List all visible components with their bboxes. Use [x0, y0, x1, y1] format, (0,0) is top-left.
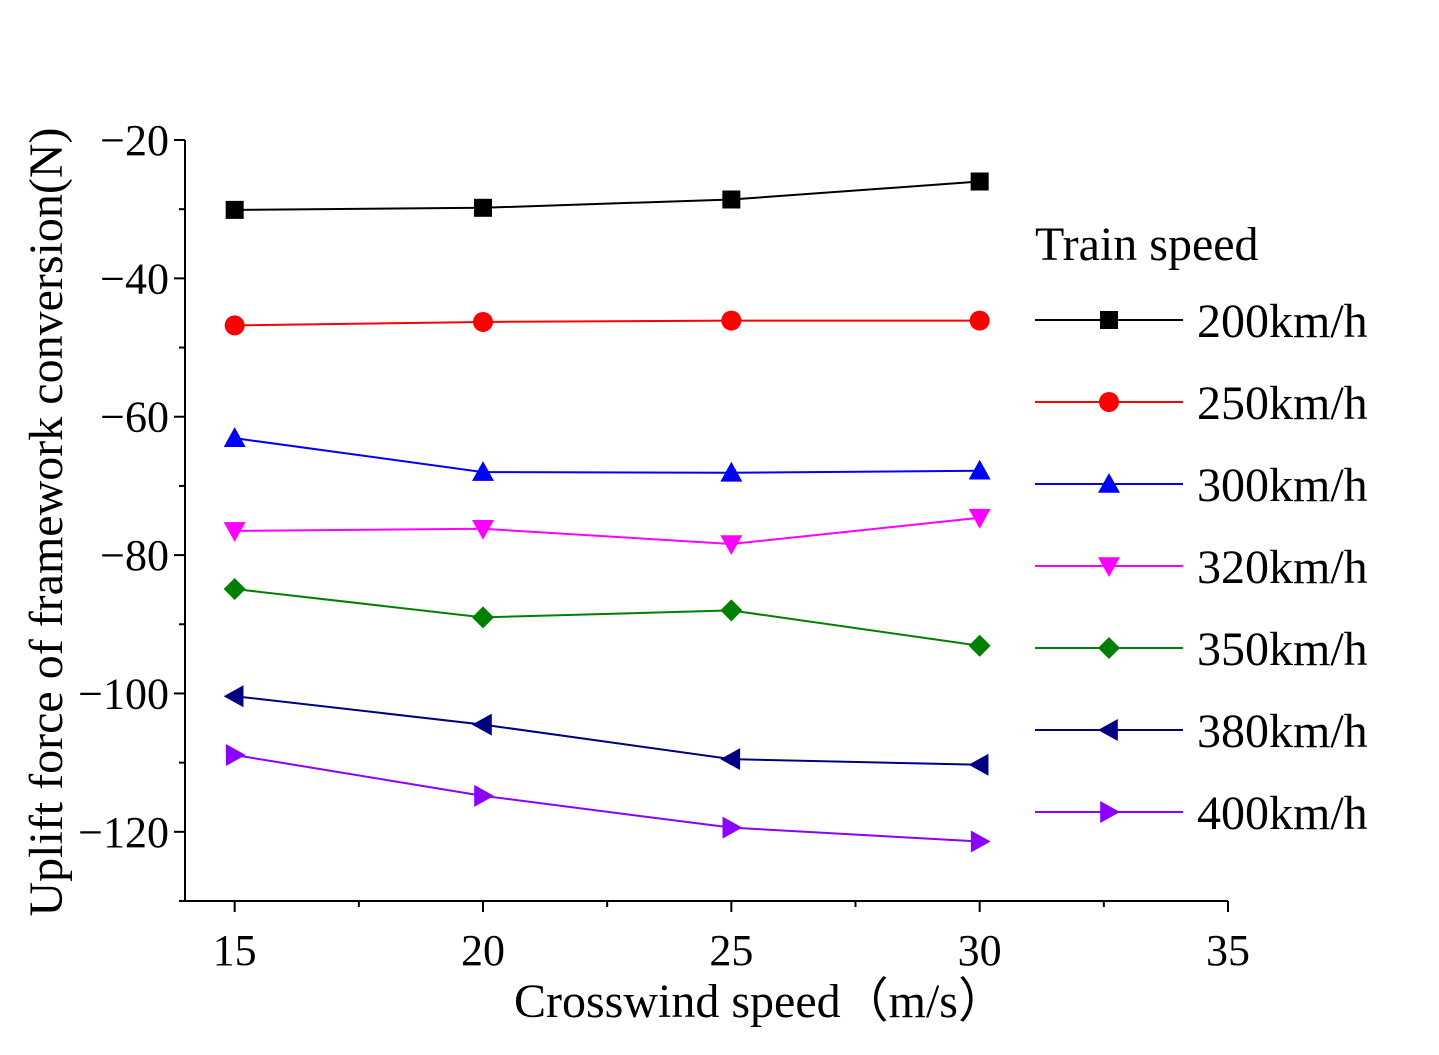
y-tick-label: −20 — [100, 116, 169, 165]
data-point — [968, 508, 991, 529]
series-200km-h — [225, 172, 989, 219]
data-point — [223, 522, 246, 542]
legend-item: 300km/h — [1035, 459, 1368, 512]
legend-item: 200km/h — [1035, 295, 1368, 348]
series-line — [234, 516, 980, 546]
series-320km-h — [223, 508, 991, 556]
y-tick-label: −80 — [100, 531, 169, 580]
x-tick-label: 25 — [709, 926, 753, 975]
y-axis-title: Uplift force of framework conversion(N) — [20, 127, 73, 916]
series-line — [234, 587, 980, 647]
legend-marker — [1098, 637, 1120, 659]
y-ticks: −20 −40 −60 −80 −100 −120 — [78, 116, 185, 902]
series-layer — [223, 172, 991, 853]
series-line — [234, 180, 980, 211]
legend-label: 300km/h — [1197, 459, 1368, 512]
x-axis-title: Crosswind speed（m/s） — [514, 975, 1006, 1028]
data-point — [472, 461, 494, 481]
legend-marker — [1100, 801, 1120, 823]
series-400km-h — [225, 744, 991, 853]
legend: Train speed 200km/h 250km/h 300km/h 320km/h… — [1035, 218, 1368, 840]
y-tick-label: −60 — [100, 393, 169, 442]
data-point — [721, 310, 742, 331]
data-point — [720, 599, 743, 622]
series-380km-h — [223, 685, 989, 776]
data-point — [969, 310, 990, 331]
data-point — [968, 634, 991, 657]
x-tick-label: 35 — [1206, 926, 1250, 975]
x-tick-label: 30 — [958, 926, 1002, 975]
data-point — [224, 315, 245, 336]
series-line — [234, 319, 980, 327]
legend-marker — [1100, 311, 1118, 329]
legend-marker — [1099, 392, 1119, 412]
series-350km-h — [223, 577, 991, 657]
legend-label: 380km/h — [1197, 705, 1368, 758]
data-point — [223, 685, 244, 708]
data-point — [970, 830, 991, 853]
x-ticks: 15 20 25 30 35 — [213, 901, 1250, 975]
y-tick-label: −100 — [78, 669, 169, 718]
x-tick-label: 15 — [213, 926, 257, 975]
data-point — [970, 172, 989, 191]
data-point — [472, 606, 494, 629]
legend-item: 350km/h — [1035, 623, 1368, 676]
legend-marker — [1098, 557, 1120, 577]
y-tick-label: −40 — [100, 254, 169, 303]
legend-item: 320km/h — [1035, 541, 1368, 594]
legend-label: 250km/h — [1197, 377, 1368, 430]
data-point — [968, 459, 991, 480]
series-line — [234, 754, 980, 843]
data-point — [720, 461, 743, 482]
data-point — [225, 744, 246, 767]
series-line — [234, 695, 980, 766]
legend-marker — [1098, 473, 1120, 493]
data-point — [722, 816, 743, 839]
data-point — [225, 200, 244, 219]
data-point — [472, 520, 494, 540]
data-point — [472, 713, 492, 736]
legend-label: 200km/h — [1197, 295, 1368, 348]
data-point — [720, 748, 741, 771]
series-line — [234, 437, 980, 474]
legend-item: 380km/h — [1035, 705, 1368, 758]
legend-label: 400km/h — [1197, 787, 1368, 840]
data-point — [722, 190, 741, 209]
x-tick-label: 20 — [461, 926, 505, 975]
data-point — [223, 577, 246, 600]
legend-item: 250km/h — [1035, 377, 1368, 430]
data-point — [473, 311, 493, 332]
legend-title: Train speed — [1035, 218, 1259, 271]
series-250km-h — [224, 310, 990, 336]
data-point — [474, 198, 492, 217]
legend-marker — [1098, 719, 1118, 741]
legend-item: 400km/h — [1035, 787, 1368, 840]
series-300km-h — [223, 427, 991, 482]
legend-label: 350km/h — [1197, 623, 1368, 676]
data-point — [223, 427, 246, 447]
data-point — [474, 784, 494, 807]
y-tick-label: −120 — [78, 808, 169, 857]
data-point — [720, 535, 743, 556]
legend-label: 320km/h — [1197, 541, 1368, 594]
data-point — [968, 753, 989, 776]
